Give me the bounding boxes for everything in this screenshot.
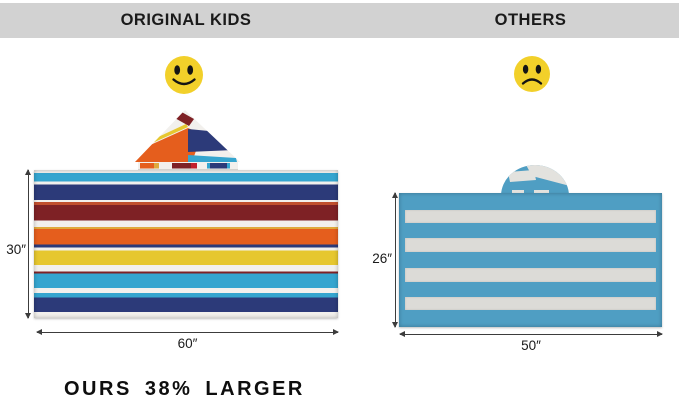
towel-white-stripe xyxy=(405,296,656,311)
dimension-arrow-others-height xyxy=(392,192,398,328)
header-title-others: OTHERS xyxy=(494,11,567,29)
hood-triangle xyxy=(135,110,240,162)
others-towel-hood xyxy=(501,165,569,196)
header-title-original-kids: ORIGINAL KIDS xyxy=(120,11,252,29)
dimension-label-ours-height: 30″ xyxy=(6,242,26,257)
dimension-arrow-others-width xyxy=(399,331,663,337)
dimension-label-others-width: 50″ xyxy=(521,338,541,353)
size-claim-caption: OURS 38% LARGER xyxy=(64,378,305,400)
sad-face-icon xyxy=(514,56,550,92)
header-band: ORIGINAL KIDS OTHERS xyxy=(0,3,679,38)
others-towel-body xyxy=(399,193,662,327)
towel-white-stripe xyxy=(405,268,656,283)
hood-base-band xyxy=(138,162,238,170)
dimension-label-ours-width: 60″ xyxy=(177,336,198,351)
original-towel-body xyxy=(34,170,338,318)
original-towel-hood xyxy=(135,110,240,170)
dimension-label-others-height: 26″ xyxy=(372,251,392,266)
happy-face-icon xyxy=(165,56,203,94)
dimension-arrow-ours-height xyxy=(25,169,31,319)
towel-white-stripe xyxy=(405,209,656,224)
dimension-arrow-ours-width xyxy=(36,329,339,335)
towel-white-stripe xyxy=(405,237,656,252)
